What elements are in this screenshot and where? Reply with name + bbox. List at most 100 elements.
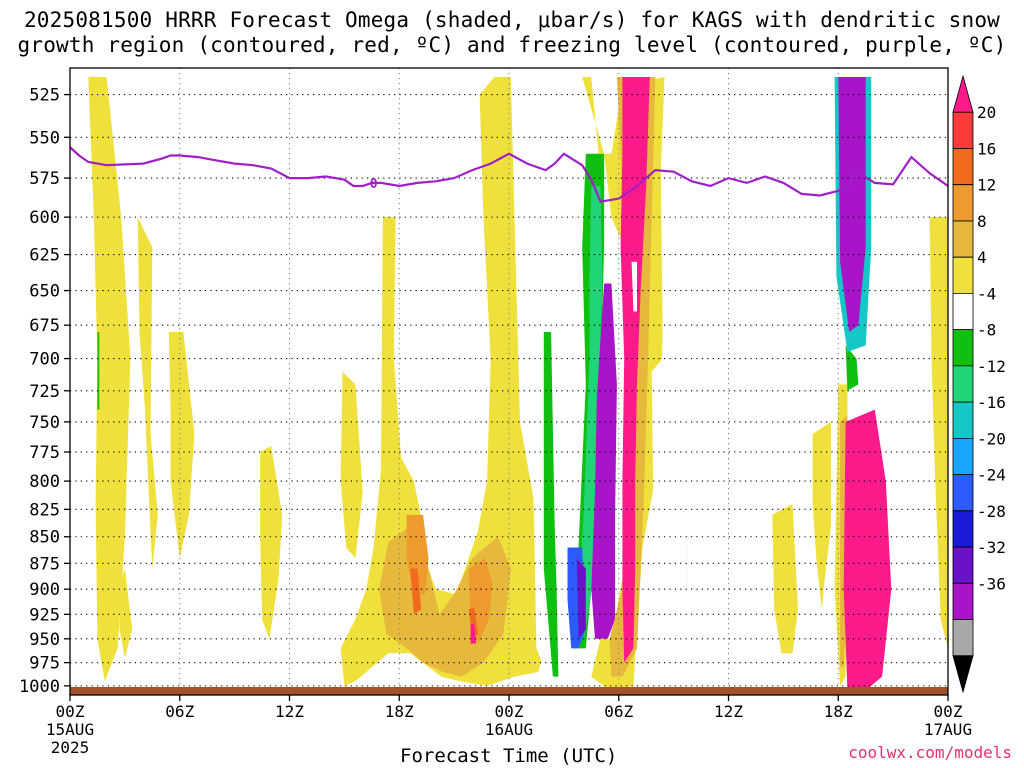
colorbar-swatch bbox=[952, 474, 974, 512]
y-tick-label: 875 bbox=[29, 554, 60, 574]
overlays: 0 bbox=[70, 146, 948, 695]
omega-region-1 bbox=[119, 568, 133, 658]
colorbar-swatch bbox=[952, 74, 974, 113]
y-axis: 525 550 575 600 625 650 675 700 725 750 775 800 825 8… bbox=[19, 86, 70, 697]
freezing-level-line bbox=[70, 146, 948, 203]
x-tick-label: 06Z bbox=[165, 702, 194, 721]
y-tick-label: 675 bbox=[29, 316, 60, 336]
x-tick-date: 16AUG bbox=[485, 720, 533, 739]
colorbar-swatch bbox=[952, 401, 974, 439]
x-tick-date: 17AUG bbox=[924, 720, 972, 739]
y-tick-label: 925 bbox=[29, 605, 60, 625]
omega-region-38 bbox=[924, 85, 934, 171]
freezing-level-label: 0 bbox=[370, 177, 378, 192]
y-tick-label: 950 bbox=[29, 630, 60, 650]
colorbar-swatch bbox=[952, 148, 974, 186]
colorbar-label: -24 bbox=[977, 466, 1006, 485]
colorbar-swatch bbox=[952, 256, 974, 294]
omega-region-4 bbox=[260, 446, 283, 639]
omega-region-29 bbox=[812, 421, 831, 610]
colorbar-label: -16 bbox=[977, 393, 1006, 412]
y-tick-label: 775 bbox=[29, 443, 60, 463]
omega-region-2 bbox=[137, 217, 158, 569]
colorbar-label: 16 bbox=[977, 139, 996, 158]
colorbar-label: -8 bbox=[977, 321, 996, 340]
omega-region-25 bbox=[631, 261, 637, 312]
colorbar-label: 12 bbox=[977, 176, 996, 195]
colorbar-swatch bbox=[952, 329, 974, 367]
title-line-2: growth region (contoured, red, ºC) and f… bbox=[17, 33, 1007, 57]
omega-region-34 bbox=[843, 409, 892, 691]
omega-region-5 bbox=[340, 371, 363, 559]
omega-region-39 bbox=[97, 332, 100, 410]
y-tick-label: 825 bbox=[29, 500, 60, 520]
y-tick-label: 700 bbox=[29, 350, 60, 370]
colorbar-swatch bbox=[952, 582, 974, 620]
x-tick-label: 06Z bbox=[604, 702, 633, 721]
y-tick-label: 550 bbox=[29, 128, 60, 148]
y-tick-label: 1000 bbox=[19, 677, 60, 697]
colorbar-label: 20 bbox=[977, 103, 996, 122]
y-tick-label: 575 bbox=[29, 169, 60, 189]
colorbar-label: 4 bbox=[977, 248, 987, 267]
y-tick-label: 800 bbox=[29, 472, 60, 492]
omega-region-27 bbox=[686, 536, 702, 644]
colorbar-swatch bbox=[952, 365, 974, 403]
colorbar-swatch bbox=[952, 546, 974, 584]
x-tick-label: 00Z bbox=[495, 702, 524, 721]
colorbar-label: -12 bbox=[977, 357, 1006, 376]
omega-region-11 bbox=[468, 607, 478, 639]
y-tick-label: 625 bbox=[29, 246, 60, 266]
y-tick-label: 725 bbox=[29, 382, 60, 402]
omega-region-19 bbox=[576, 558, 586, 639]
colorbar-swatch bbox=[952, 184, 974, 222]
title-line-1: 2025081500 HRRR Forecast Omega (shaded, … bbox=[23, 8, 1001, 32]
omega-region-10 bbox=[410, 568, 422, 615]
omega-region-17 bbox=[578, 186, 603, 639]
colorbar-swatch bbox=[952, 619, 974, 657]
x-tick-label: 18Z bbox=[385, 702, 414, 721]
x-axis-label: Forecast Time (UTC) bbox=[400, 745, 618, 767]
colorbar-label: -28 bbox=[977, 502, 1006, 521]
y-tick-label: 975 bbox=[29, 654, 60, 674]
x-tick-label: 00Z bbox=[934, 702, 963, 721]
x-tick-label: 12Z bbox=[714, 702, 743, 721]
credit-link[interactable]: coolwx.com/models bbox=[848, 743, 1012, 762]
omega-region-23 bbox=[620, 77, 650, 663]
omega-region-24 bbox=[651, 358, 667, 515]
colorbar-swatch bbox=[952, 437, 974, 475]
x-tick-label: 18Z bbox=[824, 702, 853, 721]
colorbar-swatch bbox=[952, 111, 974, 149]
omega-region-20 bbox=[591, 283, 617, 639]
y-tick-label: 750 bbox=[29, 413, 60, 433]
y-tick-label: 650 bbox=[29, 282, 60, 302]
ground-strip bbox=[70, 687, 948, 695]
omega-region-28 bbox=[772, 503, 798, 654]
omega-region-3 bbox=[168, 332, 195, 559]
plot-area bbox=[88, 77, 948, 691]
omega-region-37 bbox=[838, 77, 866, 332]
x-tick-label: 00Z bbox=[56, 702, 85, 721]
colorbar-swatch bbox=[952, 510, 974, 548]
x-tick-date: 15AUG bbox=[46, 720, 94, 739]
omega-region-0 bbox=[88, 77, 131, 682]
colorbar-swatch bbox=[952, 655, 974, 694]
omega-region-6 bbox=[340, 77, 557, 686]
y-tick-label: 850 bbox=[29, 528, 60, 548]
colorbar-label: -4 bbox=[977, 284, 996, 303]
chart-title: 2025081500 HRRR Forecast Omega (shaded, … bbox=[0, 8, 1024, 58]
omega-region-30 bbox=[929, 217, 948, 649]
omega-region-13 bbox=[532, 193, 575, 691]
colorbar-label: -20 bbox=[977, 429, 1006, 448]
omega-region-35 bbox=[845, 345, 859, 391]
y-tick-label: 600 bbox=[29, 208, 60, 228]
colorbar-swatch bbox=[952, 220, 974, 258]
colorbar: 20 16 12 8 4 -4 -8 -12 -16 -20 -24 -28 -32 -36 bbox=[952, 74, 1006, 694]
y-tick-label: 900 bbox=[29, 580, 60, 600]
omega-region-14 bbox=[543, 332, 559, 677]
x-tick-label: 12Z bbox=[275, 702, 304, 721]
colorbar-label: 8 bbox=[977, 212, 987, 231]
y-tick-label: 525 bbox=[29, 86, 60, 106]
